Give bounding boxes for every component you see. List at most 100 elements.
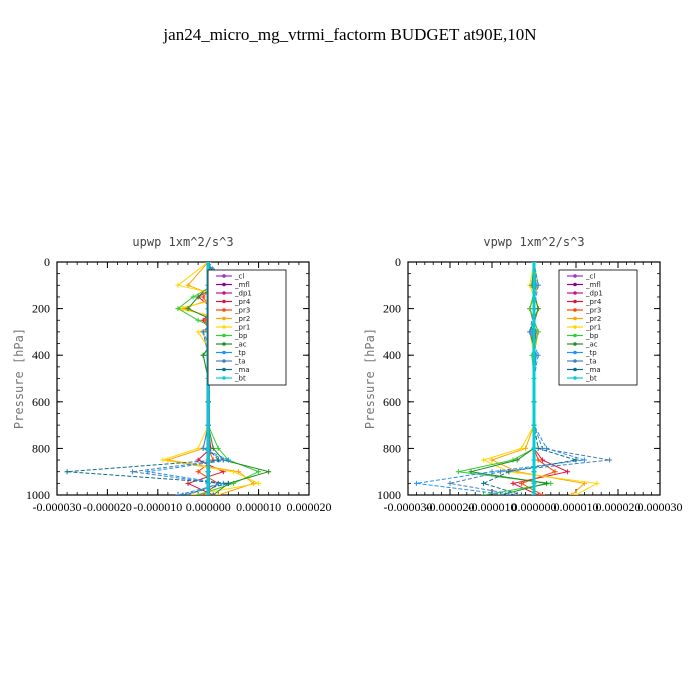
- series-point-ac: [200, 352, 206, 358]
- series-point-ac: [210, 492, 216, 495]
- legend-label: _tp: [234, 349, 246, 357]
- legend-marker: [573, 350, 577, 355]
- legend-marker: [222, 308, 226, 312]
- series-point-bt: [205, 457, 211, 463]
- legend-marker: [573, 316, 577, 321]
- series-point-ta: [200, 329, 206, 335]
- series-point-ta: [185, 492, 191, 495]
- x-tick-label: -0.000010: [468, 500, 517, 514]
- series-point-ac: [514, 457, 520, 463]
- y-axis-label: Pressure [hPa]: [363, 328, 377, 429]
- series-point-bt: [531, 352, 537, 358]
- y-tick-label: 800: [32, 441, 50, 455]
- x-tick-label: 0.000020: [287, 500, 332, 514]
- legend-label: _pr2: [585, 315, 601, 323]
- legend-label: _tp: [585, 349, 597, 357]
- series-point-bt: [205, 399, 211, 405]
- series-point-pr2: [523, 445, 529, 451]
- series-point-bt: [205, 445, 211, 451]
- y-tick-label: 1000: [26, 488, 50, 502]
- series-point-pr2: [489, 457, 495, 463]
- series-point-ma: [180, 492, 186, 495]
- legend-label: _pr4: [234, 298, 251, 306]
- series-point-ma: [481, 480, 487, 486]
- legend-label: _ac: [585, 341, 598, 349]
- series-point-ac: [195, 294, 201, 300]
- legend-marker: [573, 274, 577, 278]
- series-point-pr1: [594, 480, 600, 486]
- series-point-bt: [205, 469, 211, 475]
- legend-label: _pr3: [585, 307, 601, 315]
- legend-marker: [222, 367, 226, 372]
- legend-marker: [573, 299, 577, 304]
- panel-2: vpwp 1xm^2/s^3 Pressure [hPa] 0 200 400 600 80…: [363, 235, 683, 514]
- series-point-bt: [531, 422, 537, 428]
- legend-label: _bp: [585, 332, 599, 340]
- series-point-ma: [518, 492, 524, 495]
- legend-label: _dp1: [234, 290, 252, 298]
- series-point-bt: [531, 480, 537, 486]
- series-point-pr1: [195, 445, 201, 451]
- x-tick-label: 0.000030: [638, 500, 683, 514]
- series-point-pr3: [518, 480, 524, 486]
- x-tick-label: 0.000010: [236, 500, 281, 514]
- legend-marker: [222, 291, 226, 295]
- y-tick-label: 200: [32, 302, 50, 316]
- y-tick-label: 0: [44, 255, 50, 269]
- x-tick-label: -0.000020: [426, 500, 475, 514]
- y-axis-label: Pressure [hPa]: [12, 328, 26, 429]
- series-point-ac: [210, 445, 216, 451]
- series-point-bp: [195, 492, 201, 495]
- legend-marker: [222, 282, 226, 287]
- series-point-pr3: [195, 469, 201, 475]
- x-tick-label: -0.000010: [133, 500, 182, 514]
- series-point-tp: [506, 492, 512, 495]
- series-point-bt: [531, 262, 537, 265]
- y-tick-label: 1000: [377, 488, 401, 502]
- panel-1: upwp 1xm^2/s^3 Pressure [hPa] 0 200 400 600 80…: [12, 235, 332, 514]
- series-point-bt: [531, 399, 537, 405]
- series-point-bp: [481, 492, 487, 495]
- x-tick-label: 0.000010: [554, 500, 599, 514]
- series-point-bp: [215, 445, 221, 451]
- series-point-bt: [531, 445, 537, 451]
- legend-marker: [222, 333, 226, 338]
- series-point-pr4: [185, 480, 191, 486]
- legend-label: _dp1: [585, 290, 603, 298]
- legend-marker: [222, 350, 226, 355]
- legend-label: _cl: [234, 273, 244, 281]
- legend-marker: [573, 282, 577, 287]
- legend-marker: [222, 342, 226, 346]
- y-tick-label: 400: [32, 348, 50, 362]
- series-point-pr2: [251, 480, 257, 486]
- legend: _cl_mfl_dp1_pr4_pr3_pr2_pr1_bp_ac_tp_ta_…: [558, 269, 638, 386]
- legend-marker: [573, 342, 577, 346]
- series-point-pr1: [230, 469, 236, 475]
- series-point-ma: [506, 469, 512, 475]
- legend-label: _bp: [234, 332, 248, 340]
- series-point-ta: [130, 469, 136, 475]
- series-point-pr1: [256, 480, 262, 486]
- y-tick-label: 600: [32, 395, 50, 409]
- y-tick-label: 400: [383, 348, 401, 362]
- series-point-bt: [205, 480, 211, 486]
- series-point-bt: [531, 469, 537, 475]
- legend-marker: [222, 325, 226, 329]
- series-point-bp: [527, 306, 533, 312]
- legend-marker: [573, 325, 577, 329]
- series-point-ta: [447, 480, 453, 486]
- legend-label: _ta: [234, 358, 246, 366]
- series-point-tp: [413, 480, 419, 486]
- x-tick-label: -0.000030: [384, 500, 433, 514]
- series-point-ma: [573, 457, 579, 463]
- series-point-pr3: [535, 457, 541, 463]
- series-point-bt: [531, 329, 537, 335]
- series-point-bp: [510, 457, 516, 463]
- legend-label: _ma: [234, 366, 250, 374]
- series-point-pr1: [195, 329, 201, 335]
- series-point-tp: [175, 492, 181, 495]
- series-point-ma: [215, 457, 221, 463]
- legend-marker: [573, 376, 577, 380]
- series-point-bt: [205, 262, 211, 265]
- series-point-ta: [200, 445, 206, 451]
